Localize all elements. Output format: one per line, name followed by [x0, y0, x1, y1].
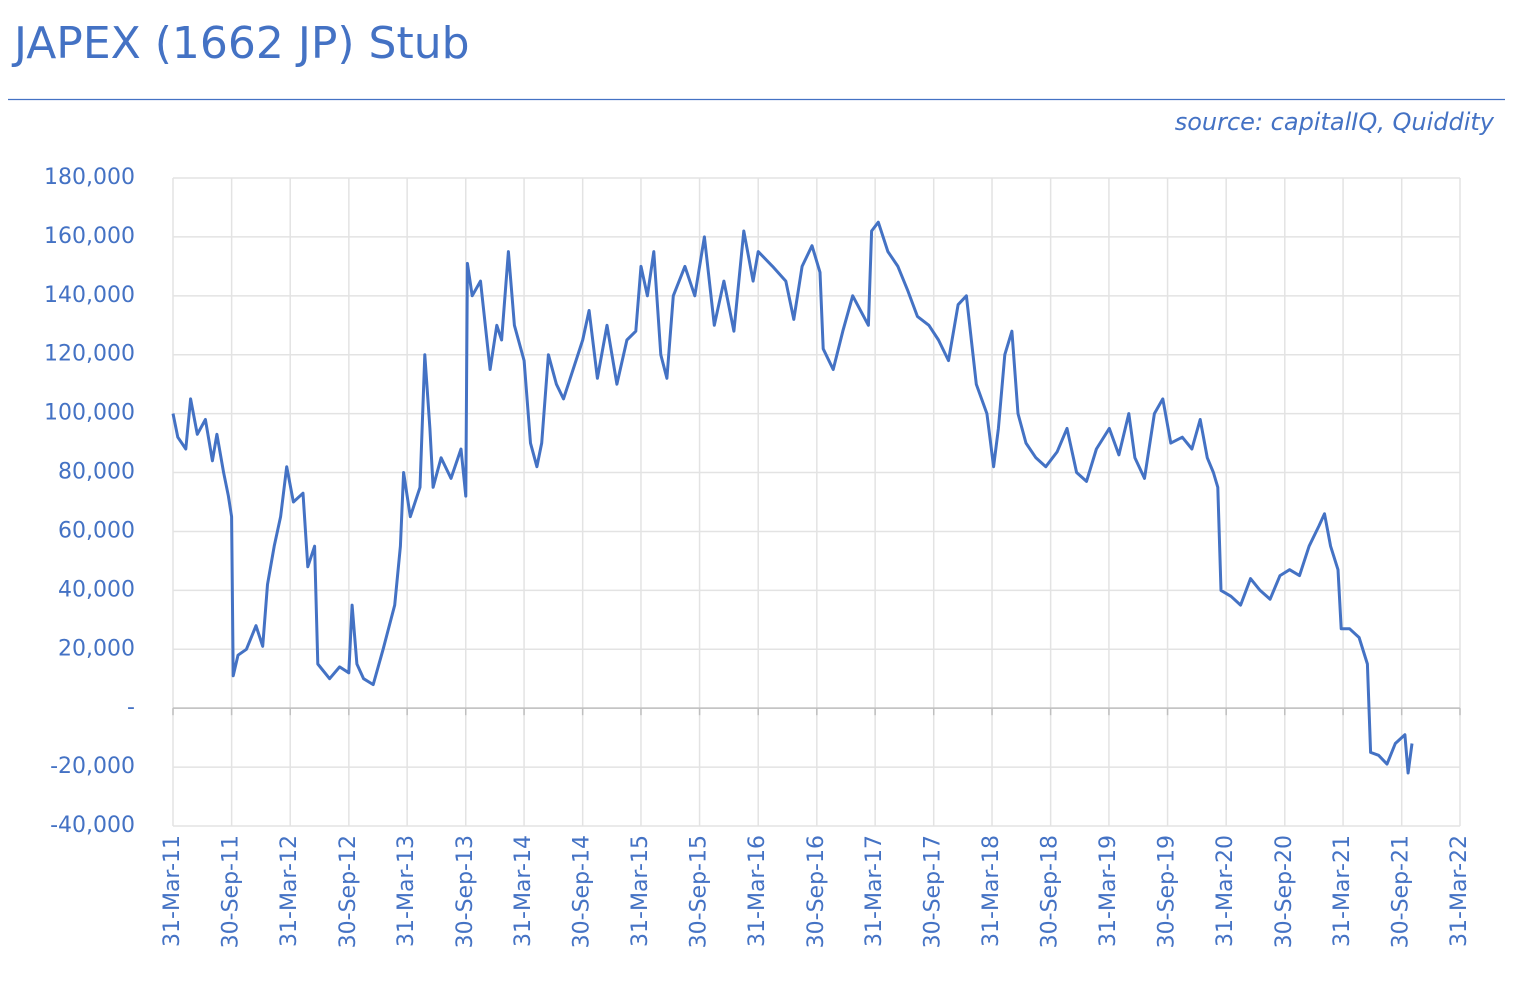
x-tick-label: 31-Mar-16: [745, 835, 770, 947]
x-tick-label: 30-Sep-17: [921, 835, 946, 948]
x-tick-label: 30-Sep-16: [804, 835, 829, 948]
y-tick-label: 20,000: [58, 636, 135, 661]
x-tick-label: 30-Sep-20: [1272, 835, 1297, 948]
y-tick-label: 40,000: [58, 577, 135, 602]
x-tick-label: 30-Sep-11: [219, 835, 244, 948]
source-note: source: capitalIQ, Quiddity: [1175, 108, 1495, 136]
x-tick-label: 30-Sep-13: [453, 835, 478, 948]
x-tick-label: 31-Mar-20: [1213, 835, 1238, 947]
y-tick-label: -: [127, 695, 135, 720]
chart-title: JAPEX (1662 JP) Stub: [11, 18, 470, 69]
y-tick-label: 160,000: [44, 224, 135, 249]
x-tick-label: 30-Sep-19: [1155, 835, 1180, 948]
x-tick-label: 31-Mar-14: [511, 835, 536, 947]
x-tick-label: 31-Mar-11: [160, 835, 185, 947]
y-tick-label: 60,000: [58, 518, 135, 543]
y-tick-label: 100,000: [44, 401, 135, 426]
x-tick-label: 31-Mar-22: [1447, 835, 1472, 947]
x-tick-label: 31-Mar-15: [628, 835, 653, 947]
x-tick-label: 30-Sep-21: [1389, 835, 1414, 948]
x-tick-label: 30-Sep-12: [336, 835, 361, 948]
y-tick-label: 180,000: [44, 165, 135, 190]
x-tick-label: 31-Mar-13: [394, 835, 419, 947]
x-tick-label: 30-Sep-18: [1038, 835, 1063, 948]
x-tick-label: 31-Mar-19: [1096, 835, 1121, 947]
y-tick-label: -20,000: [50, 754, 135, 779]
x-tick-label: 31-Mar-21: [1330, 835, 1355, 947]
x-tick-label: 31-Mar-12: [277, 835, 302, 947]
y-tick-label: 120,000: [44, 342, 135, 367]
x-tick-label: 31-Mar-18: [979, 835, 1004, 947]
y-tick-label: 80,000: [58, 460, 135, 485]
y-tick-label: 140,000: [44, 283, 135, 308]
data-line: [171, 220, 1414, 775]
x-tick-label: 31-Mar-17: [862, 835, 887, 947]
y-tick-label: -40,000: [50, 813, 135, 838]
x-tick-label: 30-Sep-14: [570, 835, 595, 948]
x-tick-label: 30-Sep-15: [687, 835, 712, 948]
